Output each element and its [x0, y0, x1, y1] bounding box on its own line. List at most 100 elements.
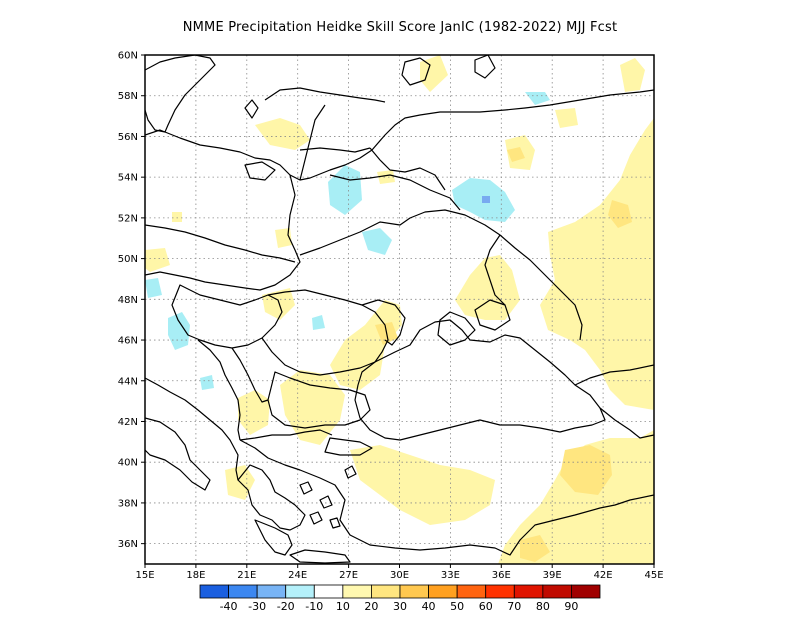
skill-area-russia-negative	[525, 92, 550, 105]
lat-tick-50N: 50N	[118, 254, 138, 265]
colorbar-swatch	[342, 584, 372, 599]
lon-tick-27E: 27E	[339, 570, 358, 581]
coastlines-and-borders	[145, 55, 654, 564]
lat-tick-42N: 42N	[118, 417, 138, 428]
skill-area-core-2	[507, 147, 525, 162]
border-czech-slovak	[145, 224, 296, 263]
border-belarus	[329, 174, 461, 211]
colorbar-label: 90	[564, 600, 578, 613]
border-bulgaria	[267, 371, 371, 429]
colorbar-swatch	[571, 584, 601, 599]
colorbar-label: 50	[450, 600, 464, 613]
lat-tick-44N: 44N	[118, 376, 138, 387]
lon-tick-15E: 15E	[135, 570, 154, 581]
colorbar-swatch	[256, 584, 287, 599]
lon-tick-45E: 45E	[644, 570, 663, 581]
border-baltic-states	[299, 104, 326, 181]
black-sea-coast	[354, 319, 606, 441]
border-hungary	[171, 284, 283, 349]
skill-area-core-1	[608, 200, 632, 228]
kaliningrad	[244, 161, 276, 181]
skill-area-core-4	[520, 535, 550, 562]
colorbar-swatch	[199, 584, 229, 599]
colorbar-label: 10	[336, 600, 350, 613]
border-caucasus	[574, 364, 654, 386]
lat-tick-58N: 58N	[118, 91, 138, 102]
border-moldova	[361, 299, 406, 346]
skill-area-carpathian-negative	[312, 315, 325, 330]
adriatic-coast	[145, 377, 239, 481]
skill-area-czech-negative	[145, 278, 162, 298]
gulf-of-finland	[264, 87, 386, 103]
bosporus-marmara	[324, 437, 373, 456]
colorbar-label: 30	[393, 600, 407, 613]
italy-heel	[145, 417, 211, 491]
lon-tick-24E: 24E	[288, 570, 307, 581]
border-poland-east	[145, 174, 301, 291]
colorbar-swatch	[399, 584, 429, 599]
lat-tick-56N: 56N	[118, 132, 138, 143]
skill-area-baltic	[255, 118, 310, 150]
map-title: NMME Precipitation Heidke Skill Score Ja…	[182, 20, 618, 35]
lon-tick-36E: 36E	[492, 570, 511, 581]
longitude-labels: 15E 18E 21E 24E 27E 30E 33E 36E 39E 42E 45E	[135, 564, 664, 581]
lat-tick-36N: 36N	[118, 539, 138, 550]
graticule	[145, 55, 654, 564]
lon-tick-42E: 42E	[594, 570, 613, 581]
colorbar-swatch	[485, 584, 515, 599]
gotland	[244, 99, 259, 119]
colorbar-swatch	[542, 584, 572, 599]
border-greece-north	[239, 429, 333, 441]
baltic-coast	[145, 89, 654, 181]
skill-area-russia-southeast	[540, 118, 654, 410]
skill-area-ukraine-negative	[362, 228, 392, 255]
colorbar-label: -20	[277, 600, 295, 613]
colorbar-label: 80	[536, 600, 550, 613]
colorbar-swatch	[428, 584, 458, 599]
skill-area-bulgaria	[280, 370, 345, 445]
crimea	[437, 311, 476, 346]
lat-tick-40N: 40N	[118, 458, 138, 469]
colorbar-label: 20	[364, 600, 378, 613]
skill-area-moldova-romania	[330, 300, 402, 390]
border-ukraine-north	[299, 209, 583, 341]
skill-area-austria	[145, 248, 170, 272]
skill-area-dot-2	[377, 170, 395, 184]
skill-area-bryansk-core	[482, 196, 490, 203]
lat-tick-48N: 48N	[118, 295, 138, 306]
colorbar-label: 70	[507, 600, 521, 613]
colorbar-swatch	[228, 584, 258, 599]
lon-tick-30E: 30E	[390, 570, 409, 581]
lat-tick-46N: 46N	[118, 336, 138, 347]
border-estonia-latvia	[299, 147, 371, 153]
skill-area-hungary-negative	[168, 312, 190, 350]
lat-tick-52N: 52N	[118, 213, 138, 224]
border-russia-ukraine	[484, 234, 506, 306]
lon-tick-33E: 33E	[441, 570, 460, 581]
skill-area-dot-1	[172, 212, 182, 222]
skill-area-russia-north2	[555, 108, 578, 128]
scandinavia-south	[145, 55, 216, 133]
skill-area-ukraine-east	[455, 255, 520, 320]
border-russia-west	[369, 147, 446, 191]
colorbar-swatch	[513, 584, 544, 599]
colorbar-swatch	[456, 584, 487, 599]
islands-aegean	[299, 465, 357, 529]
colorbar-swatch	[371, 584, 401, 599]
sea-of-azov	[474, 299, 511, 331]
colorbar-label: 40	[422, 600, 436, 613]
colorbar	[199, 584, 601, 599]
skill-shading	[145, 55, 654, 564]
skill-area-core-3	[560, 445, 612, 495]
peloponnese	[254, 519, 293, 556]
crete	[289, 549, 351, 564]
colorbar-label: -10	[305, 600, 323, 613]
skill-area-balkan-negative	[200, 375, 214, 390]
colorbar-label: -40	[220, 600, 238, 613]
lon-tick-21E: 21E	[237, 570, 256, 581]
border-romania	[261, 289, 389, 376]
skill-area-turkey-east	[498, 430, 654, 564]
border-balkans	[197, 339, 241, 441]
colorbar-swatch	[285, 584, 315, 599]
